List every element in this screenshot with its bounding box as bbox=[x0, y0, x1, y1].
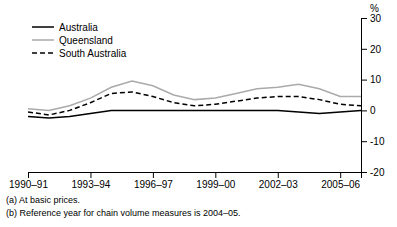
y-tick-mark bbox=[361, 80, 367, 81]
y-tick-label: -20 bbox=[370, 167, 385, 178]
x-tick: 2002–03 bbox=[259, 172, 298, 190]
legend-item: South Australia bbox=[32, 48, 127, 59]
x-tick: 1993–94 bbox=[71, 172, 110, 190]
y-tick-mark bbox=[361, 141, 367, 142]
x-tick-label: 1990–91 bbox=[9, 179, 48, 190]
y-tick-mark bbox=[361, 110, 367, 111]
plot: 1990–91 1993–94 1996–97 1999–00 2002–03 2005–… bbox=[9, 3, 385, 190]
y-tick-mark bbox=[361, 18, 367, 19]
series-line bbox=[28, 92, 361, 115]
x-tick-mark bbox=[153, 172, 154, 178]
y-axis-line bbox=[362, 19, 368, 173]
legend-label: Australia bbox=[59, 22, 98, 33]
x-tick-mark bbox=[215, 172, 216, 178]
legend-item: Queensland bbox=[32, 35, 113, 46]
y-axis-title: % bbox=[370, 3, 379, 14]
legend-swatch bbox=[32, 52, 54, 54]
series-line bbox=[28, 110, 361, 118]
footnote: (b) Reference year for chain volume meas… bbox=[6, 208, 241, 218]
x-tick-label: 2005–06 bbox=[321, 179, 360, 190]
y-tick: -10 bbox=[361, 136, 385, 147]
x-tick-label: 1999–00 bbox=[196, 179, 235, 190]
y-tick: 20 bbox=[361, 44, 382, 55]
x-axis-line bbox=[29, 173, 362, 179]
x-tick-mark bbox=[340, 172, 341, 178]
chart: 1990–91 1993–94 1996–97 1999–00 2002–03 2005–… bbox=[0, 0, 397, 227]
legend-swatch bbox=[32, 26, 54, 28]
footnote: (a) At basic prices. bbox=[6, 195, 80, 205]
y-tick-label: -10 bbox=[370, 136, 385, 147]
x-tick-label: 1993–94 bbox=[71, 179, 110, 190]
x-tick-mark bbox=[90, 172, 91, 178]
x-tick-mark bbox=[28, 172, 29, 178]
y-tick: 30 bbox=[361, 13, 382, 24]
legend-label: South Australia bbox=[59, 48, 127, 59]
y-tick: 10 bbox=[361, 74, 382, 85]
legend-swatch bbox=[32, 39, 54, 41]
y-tick: 0 bbox=[361, 105, 376, 116]
x-tick: 1999–00 bbox=[196, 172, 235, 190]
y-tick-label: 0 bbox=[370, 105, 376, 116]
x-tick-mark bbox=[278, 172, 279, 178]
y-tick-mark bbox=[361, 172, 367, 173]
x-tick: 2005–06 bbox=[321, 172, 360, 190]
y-tick-mark bbox=[361, 49, 367, 50]
y-tick-label: 30 bbox=[370, 13, 382, 24]
x-tick-label: 1996–97 bbox=[134, 179, 173, 190]
x-axis: 1990–91 1993–94 1996–97 1999–00 2002–03 2005–… bbox=[9, 172, 361, 190]
x-tick: 1990–91 bbox=[9, 172, 48, 190]
lines bbox=[28, 81, 361, 118]
y-axis: -20 -10 0 10 20 30 bbox=[361, 13, 385, 178]
y-tick-label: 20 bbox=[370, 44, 382, 55]
y-tick: -20 bbox=[361, 167, 385, 178]
legend: Australia Queensland South Australia bbox=[32, 22, 127, 59]
y-tick-label: 10 bbox=[370, 74, 382, 85]
legend-item: Australia bbox=[32, 22, 98, 33]
x-tick-label: 2002–03 bbox=[259, 179, 298, 190]
legend-label: Queensland bbox=[59, 35, 113, 46]
x-tick: 1996–97 bbox=[134, 172, 173, 190]
